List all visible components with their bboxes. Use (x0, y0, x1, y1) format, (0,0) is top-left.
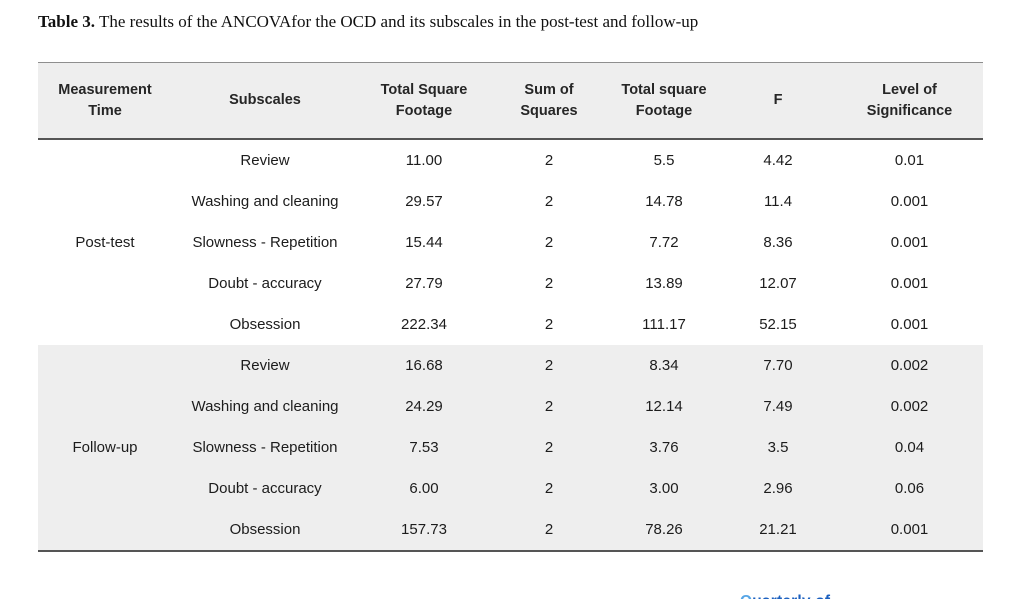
cell-total-square-footage-2: 5.5 (653, 152, 675, 169)
journal-logo: Quarterly of The Horizon of Medical Scie… (740, 552, 987, 599)
cell-subscale: Doubt - accuracy (172, 468, 358, 509)
cell-f: 21.21 (720, 509, 836, 551)
cell-significance: 0.01 (894, 152, 925, 169)
cell-f: 4.42 (763, 152, 793, 169)
cell-total-square-footage: 6.00 (358, 468, 490, 509)
table-row: Doubt - accuracy 27.79 2 13.89 12.07 0.0… (38, 263, 983, 304)
col-header-total-square-footage-2: Total square Footage (608, 62, 720, 139)
cell-f: 2.96 (720, 468, 836, 509)
cell-significance: 0.001 (890, 316, 929, 333)
section-post-test: Post-test Review 11.00 2 5.5 4.42 0.01 W… (38, 139, 983, 345)
cell-total-square-footage: 157.73 (358, 509, 490, 551)
cell-f: 12.07 (759, 275, 797, 292)
cell-significance: 0.001 (890, 234, 929, 251)
cell-significance: 0.001 (836, 509, 983, 551)
cell-total-square-footage-2: 13.89 (645, 275, 683, 292)
cell-f: 7.70 (720, 345, 836, 386)
header-row: Measurement Time Subscales Total Square … (38, 62, 983, 139)
cell-subscale: Doubt - accuracy (208, 275, 322, 292)
cell-significance: 0.06 (836, 468, 983, 509)
cell-subscale: Slowness - Repetition (172, 427, 358, 468)
journal-logo-line1: Quarterly of (740, 592, 987, 599)
cell-subscale: Obsession (172, 509, 358, 551)
cell-total-square-footage: 7.53 (358, 427, 490, 468)
cell-sum-of-squares: 2 (544, 193, 554, 210)
cell-significance: 0.001 (890, 193, 929, 210)
cell-total-square-footage-2: 78.26 (608, 509, 720, 551)
cell-f: 52.15 (759, 316, 797, 333)
cell-subscale: Washing and cleaning (191, 193, 339, 210)
cell-f: 3.5 (720, 427, 836, 468)
cell-total-square-footage-2: 8.34 (608, 345, 720, 386)
cell-total-square-footage-2: 111.17 (642, 316, 686, 333)
table-row: Washing and cleaning 29.57 2 14.78 11.4 … (38, 181, 983, 222)
cell-subscale: Slowness - Repetition (192, 234, 338, 251)
col-header-subscales: Subscales (172, 62, 358, 139)
cell-sum-of-squares: 2 (490, 386, 608, 427)
cell-sum-of-squares: 2 (544, 275, 554, 292)
cell-total-square-footage-2: 14.78 (645, 193, 683, 210)
cell-subscale: Obsession (229, 316, 301, 333)
cell-total-square-footage-2: 7.72 (649, 234, 679, 251)
cell-total-square-footage: 222.34 (401, 316, 447, 333)
col-header-total-square-footage: Total Square Footage (358, 62, 490, 139)
cell-subscale: Washing and cleaning (172, 386, 358, 427)
cell-significance: 0.002 (836, 345, 983, 386)
cell-subscale: Review (240, 152, 290, 169)
cell-significance: 0.04 (836, 427, 983, 468)
table-row: Follow-up Review 16.68 2 8.34 7.70 0.002 (38, 345, 983, 551)
cell-total-square-footage: 24.29 (358, 386, 490, 427)
cell-sum-of-squares: 2 (544, 152, 554, 169)
table-row: Post-test Review 11.00 2 5.5 4.42 0.01 (38, 139, 983, 251)
cell-f: 11.4 (763, 193, 793, 210)
ancova-results-table: Measurement Time Subscales Total Square … (38, 62, 983, 552)
table-row: Obsession 157.73 2 78.26 21.21 0.001 (38, 509, 983, 551)
col-header-sum-of-squares: Sum of Squares (490, 62, 608, 139)
cell-f: 8.36 (763, 234, 793, 251)
table-row: Doubt - accuracy 6.00 2 3.00 2.96 0.06 (38, 468, 983, 509)
table-caption-label: Table 3. (38, 12, 96, 31)
section-follow-up: Follow-up Review 16.68 2 8.34 7.70 0.002… (38, 345, 983, 551)
cell-total-square-footage: 15.44 (405, 234, 443, 251)
col-header-measurement-time: Measurement Time (38, 62, 172, 139)
cell-sum-of-squares: 2 (490, 468, 608, 509)
cell-f: 7.49 (720, 386, 836, 427)
journal-logo-segment: Q (740, 593, 752, 599)
table-row: Obsession 222.34 2 111.17 52.15 0.001 (38, 304, 983, 345)
cell-total-square-footage: 16.68 (358, 345, 490, 386)
cell-subscale: Review (172, 345, 358, 386)
table-row: Slowness - Repetition 15.44 2 7.72 8.36 … (38, 222, 983, 263)
measurement-time-post-test: Post-test (75, 234, 135, 251)
cell-sum-of-squares: 2 (544, 234, 554, 251)
cell-sum-of-squares: 2 (490, 509, 608, 551)
cell-total-square-footage: 27.79 (405, 275, 443, 292)
table-header: Measurement Time Subscales Total Square … (38, 62, 983, 139)
cell-total-square-footage: 11.00 (405, 152, 443, 169)
col-header-f: F (720, 62, 836, 139)
cell-sum-of-squares: 2 (490, 427, 608, 468)
cell-total-square-footage-2: 3.76 (608, 427, 720, 468)
table-caption-text: The results of the ANCOVAfor the OCD and… (95, 12, 699, 31)
cell-total-square-footage: 29.57 (405, 193, 443, 210)
col-header-level-of-significance: Level of Significance (836, 62, 983, 139)
table-caption: Table 3. The results of the ANCOVAfor th… (38, 12, 698, 32)
journal-logo-segment: uarterly of (752, 593, 830, 599)
cell-sum-of-squares: 2 (544, 316, 554, 333)
table-row: Washing and cleaning 24.29 2 12.14 7.49 … (38, 386, 983, 427)
measurement-time-follow-up: Follow-up (38, 345, 172, 551)
cell-total-square-footage-2: 12.14 (608, 386, 720, 427)
table-row: Slowness - Repetition 7.53 2 3.76 3.5 0.… (38, 427, 983, 468)
cell-total-square-footage-2: 3.00 (608, 468, 720, 509)
cell-significance: 0.001 (890, 275, 929, 292)
cell-sum-of-squares: 2 (490, 345, 608, 386)
cell-significance: 0.002 (836, 386, 983, 427)
